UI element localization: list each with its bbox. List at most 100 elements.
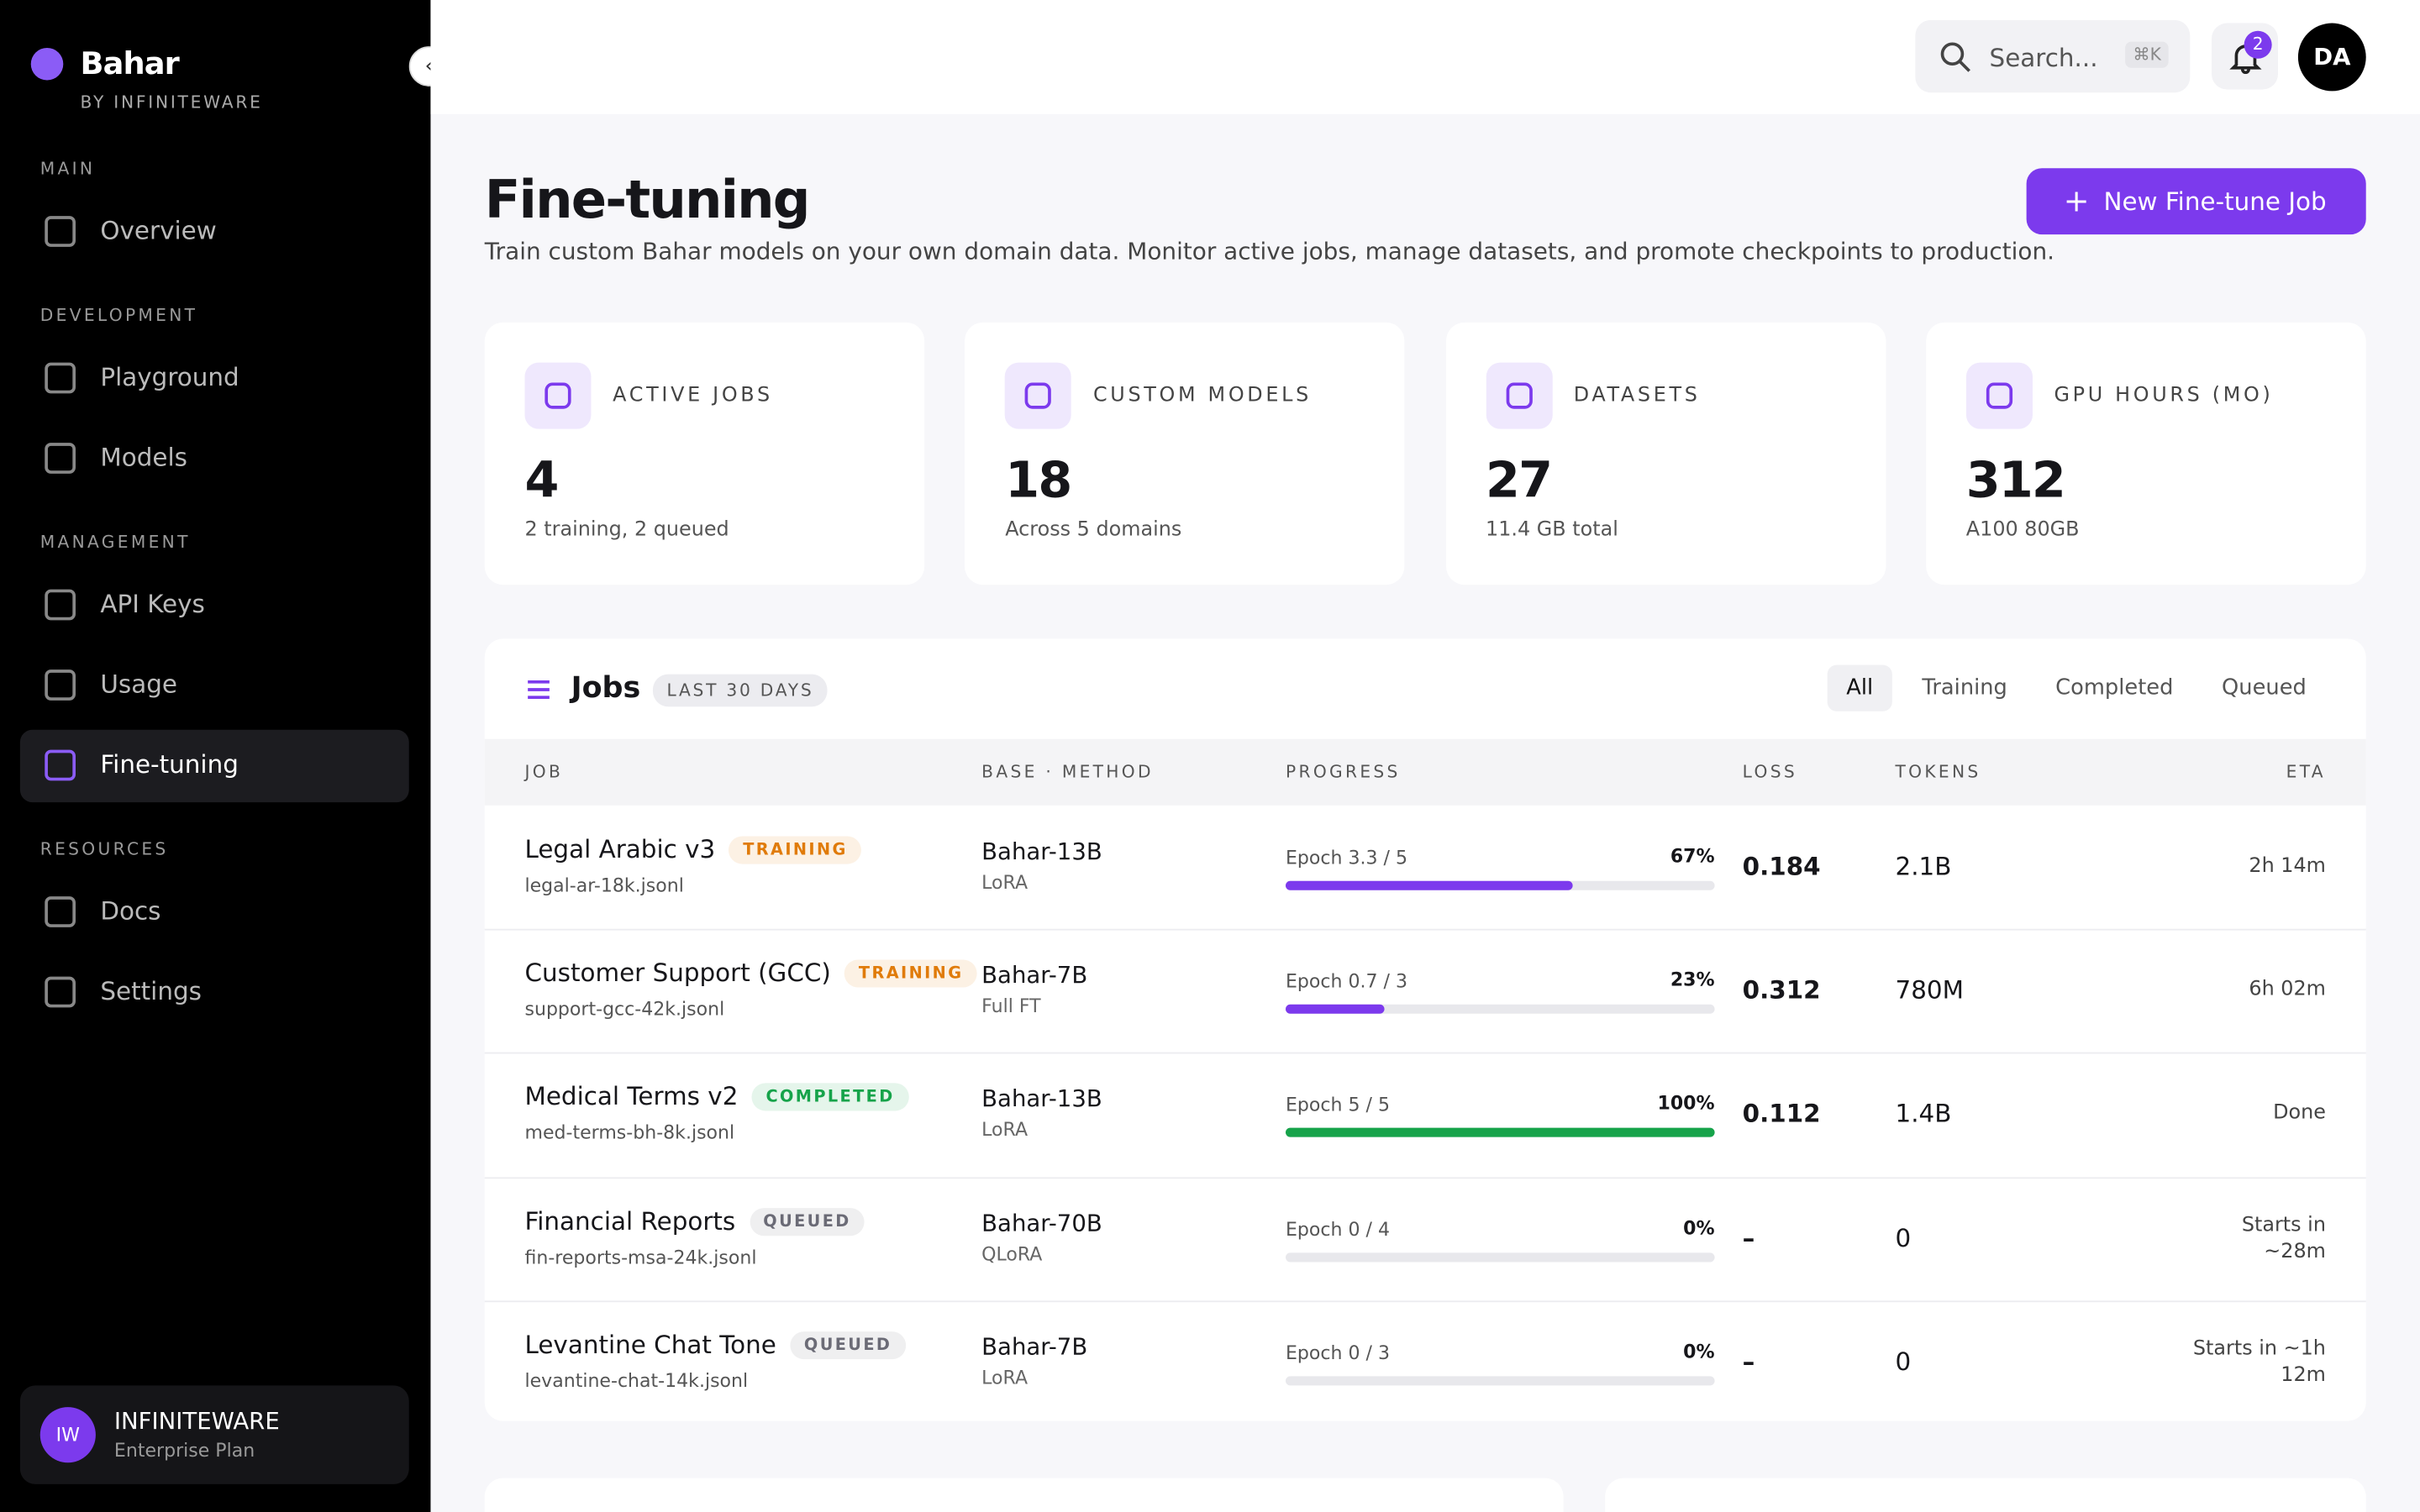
account-name: INFINITEWARE (113, 1407, 280, 1436)
row-divider (484, 929, 2366, 931)
base-model: Bahar-7B (981, 961, 1088, 990)
progress-bar (1285, 1005, 1385, 1015)
progress-track (1285, 1375, 1715, 1386)
nav-icon (42, 586, 79, 629)
job-file: support-gcc-42k.jsonl (524, 998, 725, 1021)
stat-value: 27 (1486, 450, 1553, 510)
loss: – (1742, 1347, 1755, 1376)
epoch: Epoch 5 / 5 (1285, 1094, 1390, 1116)
job-name[interactable]: Customer Support (GCC) (524, 958, 831, 988)
nav-icon (42, 974, 79, 1016)
eta: 2h 14m (2249, 854, 2326, 879)
method: LoRA (981, 1366, 1028, 1389)
nav-item[interactable]: Fine-tuning (100, 749, 239, 780)
status-badge: TRAINING (729, 836, 862, 864)
nav-item[interactable]: Models (100, 443, 187, 473)
filter-tab[interactable]: Training (1922, 675, 2007, 701)
stat-label: GPU HOURS (MO) (2054, 384, 2274, 407)
bottom-card (484, 1478, 1564, 1512)
column-header: BASE · METHOD (981, 762, 1154, 783)
eta: Done (2273, 1102, 2326, 1126)
stat-value: 312 (1965, 450, 2066, 510)
method: LoRA (981, 1119, 1028, 1142)
nav-item[interactable]: Settings (100, 976, 202, 1006)
progress-label: 0% (1683, 1340, 1715, 1362)
nav-item[interactable]: API Keys (100, 589, 205, 619)
search-placeholder: Search... (1989, 43, 2098, 73)
filter-tab[interactable]: Queued (2222, 675, 2307, 701)
nav-section-title: MAIN (39, 159, 96, 180)
new-job-button[interactable]: + New Fine-tune Job (2026, 168, 2366, 235)
stat-label: DATASETS (1573, 384, 1701, 407)
brand-name: Bahar (80, 45, 180, 82)
eta: Starts in ~1h 12m (2192, 1337, 2326, 1387)
column-header: TOKENS (1895, 762, 1981, 783)
stat-icon (524, 362, 592, 429)
loss: 0.184 (1742, 851, 1821, 881)
logo-icon (30, 47, 64, 81)
column-header: JOB (524, 762, 564, 783)
epoch: Epoch 0 / 3 (1285, 1341, 1390, 1364)
stat-label: CUSTOM MODELS (1092, 384, 1312, 407)
stat-note: A100 80GB (1965, 518, 2080, 542)
progress-bar (1285, 880, 1574, 890)
tokens: 1.4B (1895, 1099, 1952, 1129)
nav-item[interactable]: Docs (100, 896, 161, 927)
base-model: Bahar-7B (981, 1332, 1088, 1361)
user-avatar[interactable]: DA (2297, 23, 2366, 92)
jobs-icon (528, 680, 550, 700)
tokens: 0 (1895, 1222, 1912, 1252)
stat-note: 2 training, 2 queued (524, 518, 729, 542)
stat-value: 18 (1005, 450, 1072, 510)
nav-section-title: MANAGEMENT (39, 532, 191, 553)
status-badge: TRAINING (844, 959, 977, 988)
job-name[interactable]: Legal Arabic v3 (524, 834, 716, 864)
progress-label: 67% (1670, 845, 1715, 868)
tokens: 780M (1895, 975, 1964, 1005)
epoch: Epoch 0 / 4 (1285, 1218, 1390, 1240)
progress-label: 100% (1657, 1093, 1715, 1115)
stat-icon (1005, 362, 1072, 429)
column-header: LOSS (1742, 762, 1797, 783)
job-name[interactable]: Financial Reports (524, 1205, 736, 1236)
column-header: ETA (2286, 762, 2326, 783)
bottom-card (1605, 1478, 2366, 1512)
table-header-bg (484, 738, 2366, 806)
filter-tab[interactable]: Completed (2055, 675, 2174, 701)
job-file: med-terms-bh-8k.jsonl (524, 1122, 735, 1144)
account-plan: Enterprise Plan (113, 1439, 255, 1462)
page-title: Fine-tuning (484, 170, 811, 232)
tokens: 0 (1895, 1347, 1912, 1376)
stat-icon-dot (1505, 382, 1533, 409)
base-model: Bahar-13B (981, 837, 1102, 866)
nav-icon (42, 213, 79, 255)
nav-item[interactable]: Usage (100, 669, 177, 700)
epoch: Epoch 0.7 / 3 (1285, 970, 1408, 993)
nav-item[interactable]: Playground (100, 362, 239, 392)
loss: 0.112 (1742, 1099, 1821, 1129)
plus-icon: + (2063, 181, 2090, 219)
progress-track (1285, 1252, 1715, 1262)
tokens: 2.1B (1895, 851, 1952, 881)
method: QLoRA (981, 1242, 1043, 1265)
eta: 6h 02m (2249, 978, 2326, 1002)
column-header: PROGRESS (1285, 762, 1401, 783)
nav-icon (42, 893, 79, 936)
nav-item[interactable]: Overview (100, 216, 217, 246)
nav-section-title: DEVELOPMENT (39, 305, 198, 326)
base-model: Bahar-13B (981, 1084, 1102, 1113)
status-badge: QUEUED (749, 1207, 865, 1236)
stat-note: 11.4 GB total (1486, 518, 1618, 542)
job-name[interactable]: Levantine Chat Tone (524, 1329, 776, 1359)
stat-label: ACTIVE JOBS (613, 384, 773, 407)
button-label: New Fine-tune Job (2103, 186, 2327, 217)
filter-tab[interactable]: All (1827, 664, 1892, 711)
search-icon (1940, 42, 1970, 72)
progress-label: 23% (1670, 969, 1715, 991)
nav-icon (42, 439, 79, 482)
account-avatar: IW (39, 1407, 96, 1463)
stat-icon (1486, 362, 1553, 429)
job-name[interactable]: Medical Terms v2 (524, 1082, 739, 1112)
